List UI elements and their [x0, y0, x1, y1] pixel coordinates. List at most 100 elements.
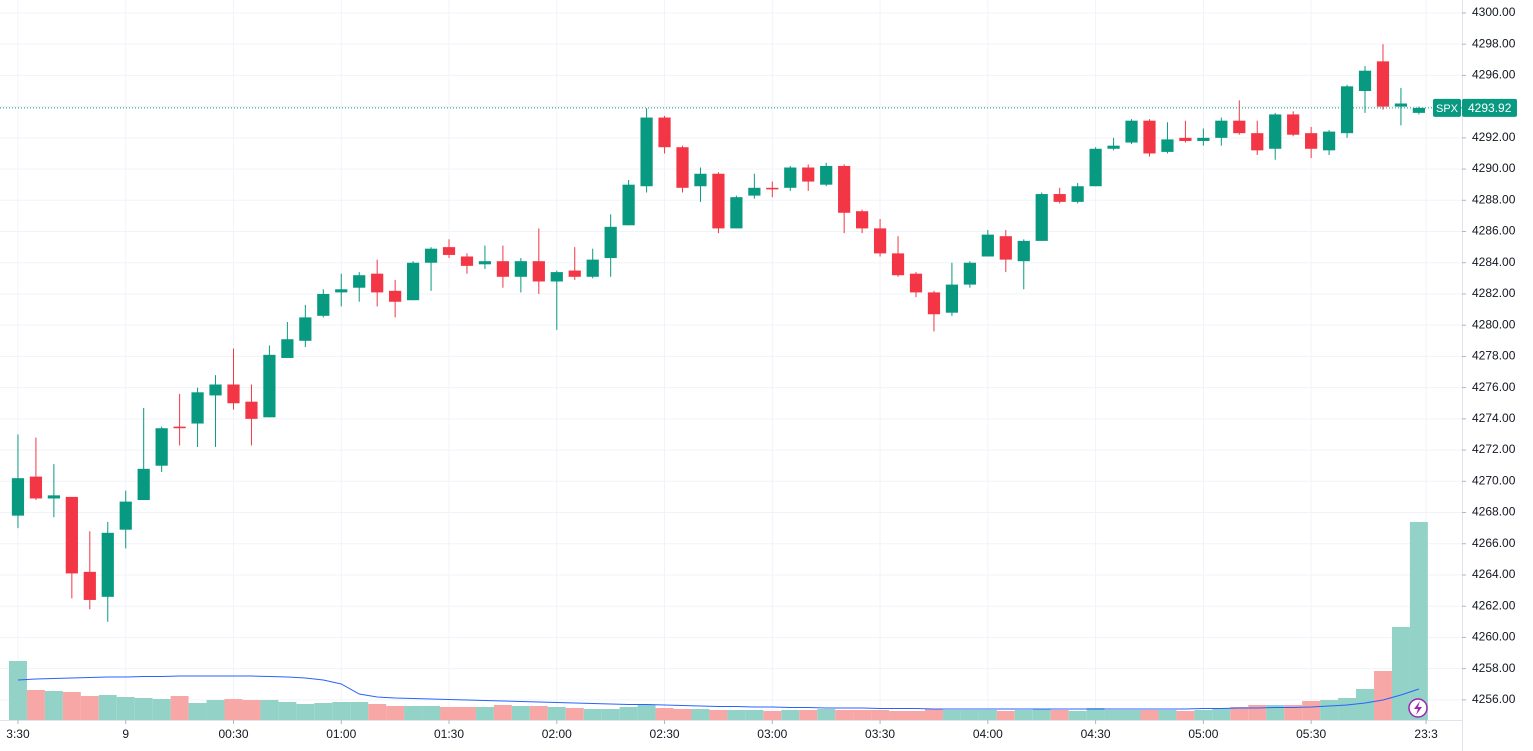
volume-bar	[440, 707, 458, 720]
volume-bar	[422, 706, 441, 720]
x-tick-label: 03:30	[865, 727, 895, 741]
volume-bar	[1356, 689, 1374, 720]
candle-body	[317, 293, 330, 316]
volume-bar	[853, 710, 872, 720]
candle-body	[730, 197, 743, 229]
y-tick-label: 4258.00	[1472, 661, 1516, 675]
candle-body	[712, 173, 725, 229]
lightning-icon[interactable]	[1408, 698, 1428, 718]
volume-bar	[26, 690, 45, 720]
x-tick-label: 03:00	[757, 727, 787, 741]
volume-bar	[1248, 705, 1267, 720]
candle-body	[1358, 70, 1372, 92]
candle-body	[101, 532, 114, 597]
candle-body	[1035, 194, 1048, 241]
y-tick-label: 4280.00	[1472, 317, 1516, 331]
candle-body	[1376, 61, 1390, 107]
candle-body	[1053, 194, 1066, 202]
candle-body	[838, 165, 851, 213]
volume-bar	[924, 709, 943, 720]
volume-bar	[889, 711, 908, 720]
volume-bar	[332, 702, 351, 720]
candle-body	[891, 253, 905, 276]
volume-bar	[1302, 701, 1321, 720]
volume-pane	[8, 522, 1428, 720]
candle-body	[460, 256, 474, 266]
last-price-label: 4293.92	[1468, 101, 1512, 115]
volume-bar	[134, 698, 153, 720]
volume-bar	[1194, 710, 1213, 720]
candle-body	[1322, 131, 1336, 151]
volume-bar	[1373, 671, 1392, 720]
candle-body	[137, 468, 150, 501]
volume-bar	[404, 706, 423, 720]
volume-bar	[368, 704, 387, 720]
volume-bar	[1320, 700, 1339, 720]
volume-bar	[1086, 708, 1105, 720]
candle-body	[909, 273, 923, 293]
volume-bar	[493, 705, 512, 720]
candle-body	[1107, 145, 1120, 149]
candle-body	[1233, 120, 1246, 134]
symbol-badge	[1433, 98, 1461, 117]
candle-body	[29, 476, 43, 499]
volume-bar	[206, 700, 225, 720]
y-tick-label: 4298.00	[1472, 36, 1516, 50]
y-tick-label: 4284.00	[1472, 255, 1516, 269]
y-tick-label: 4270.00	[1472, 473, 1516, 487]
x-tick-label: 05:00	[1188, 727, 1218, 741]
candle-body	[83, 571, 96, 600]
candle-body	[1269, 114, 1282, 149]
volume-bar	[224, 699, 243, 720]
y-tick-label: 4292.00	[1472, 130, 1516, 144]
volume-bar	[1158, 710, 1177, 720]
candle-body	[1394, 103, 1408, 107]
x-tick-label: 04:30	[1081, 727, 1111, 741]
volume-bar	[314, 703, 333, 720]
y-tick-label: 4272.00	[1472, 442, 1516, 456]
volume-bar	[62, 692, 81, 720]
x-tick-label: 23:3	[1414, 727, 1438, 741]
candle-body	[1161, 139, 1174, 152]
y-tick-label: 4290.00	[1472, 161, 1516, 175]
candle-body	[227, 384, 240, 404]
volume-bar	[116, 697, 135, 720]
x-tick-label: 01:00	[326, 727, 356, 741]
volume-bar	[565, 708, 584, 720]
candles	[11, 44, 1426, 622]
y-tick-label: 4266.00	[1472, 536, 1516, 550]
x-tick-label: 00:30	[218, 727, 248, 741]
volume-bar	[547, 707, 566, 720]
x-tick-label: 04:00	[973, 727, 1003, 741]
candle-body	[119, 501, 132, 530]
candle-body	[47, 495, 60, 499]
y-tick-label: 4288.00	[1472, 192, 1516, 206]
volume-bar	[350, 702, 369, 720]
candle-body	[1197, 137, 1210, 141]
candle-body	[1179, 137, 1192, 141]
candle-body	[927, 292, 941, 315]
volume-bar	[80, 696, 99, 720]
candle-body	[694, 173, 707, 187]
volume-bar	[386, 706, 405, 720]
volume-bar	[98, 695, 117, 720]
volume-bar	[673, 709, 692, 720]
volume-bar	[727, 710, 746, 720]
candle-body	[424, 248, 438, 263]
candle-body	[784, 167, 797, 188]
candle-body	[802, 167, 815, 182]
volume-bar	[44, 691, 63, 720]
volume-bar	[835, 710, 854, 720]
symbol-label: SPX	[1436, 103, 1459, 115]
volume-bar	[907, 711, 925, 720]
volume-bar	[1068, 711, 1087, 720]
y-tick-label: 4256.00	[1472, 692, 1516, 706]
volume-bar	[457, 707, 476, 720]
x-tick-label: 02:30	[650, 727, 680, 741]
candle-body	[999, 236, 1012, 260]
candle-body	[478, 261, 492, 265]
y-tick-label: 4262.00	[1472, 598, 1516, 612]
volume-bar	[942, 710, 961, 720]
